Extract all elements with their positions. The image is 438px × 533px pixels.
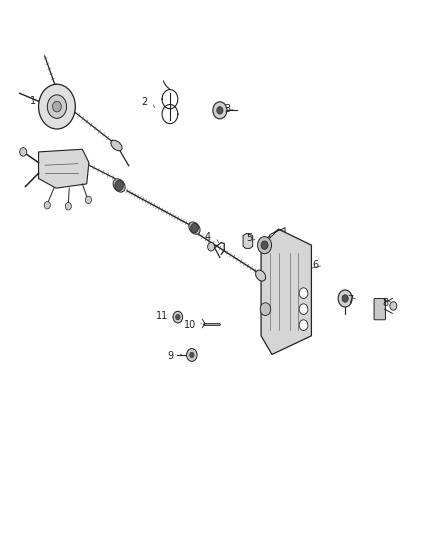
Circle shape — [47, 95, 67, 118]
Circle shape — [115, 180, 124, 191]
Text: 11: 11 — [156, 311, 168, 320]
Circle shape — [173, 311, 183, 323]
Circle shape — [258, 237, 272, 254]
Circle shape — [213, 102, 227, 119]
Circle shape — [176, 314, 180, 320]
Circle shape — [20, 148, 27, 156]
Ellipse shape — [256, 270, 265, 281]
Circle shape — [39, 84, 75, 129]
Circle shape — [190, 352, 194, 358]
Text: 3: 3 — [225, 104, 231, 114]
Text: 5: 5 — [247, 233, 253, 243]
Text: 2: 2 — [141, 98, 148, 107]
Circle shape — [299, 304, 308, 314]
Ellipse shape — [111, 140, 122, 151]
Circle shape — [299, 320, 308, 330]
Circle shape — [191, 223, 198, 233]
Text: 6: 6 — [312, 261, 318, 270]
Polygon shape — [270, 228, 285, 238]
Text: 1: 1 — [30, 96, 36, 106]
Circle shape — [338, 290, 352, 307]
Circle shape — [390, 302, 397, 310]
Circle shape — [217, 107, 223, 114]
Polygon shape — [39, 149, 89, 188]
Circle shape — [65, 203, 71, 210]
Ellipse shape — [113, 179, 125, 192]
Circle shape — [299, 288, 308, 298]
Text: 10: 10 — [184, 320, 197, 330]
Text: 7: 7 — [347, 295, 353, 304]
Circle shape — [85, 196, 92, 204]
Text: 4: 4 — [205, 232, 211, 242]
Ellipse shape — [189, 222, 200, 234]
Text: 9: 9 — [167, 351, 173, 361]
Circle shape — [44, 201, 50, 209]
Circle shape — [342, 295, 348, 302]
Circle shape — [261, 241, 268, 249]
Circle shape — [53, 101, 61, 112]
Polygon shape — [261, 229, 311, 354]
Text: 8: 8 — [382, 298, 389, 308]
FancyBboxPatch shape — [374, 298, 385, 320]
Circle shape — [208, 243, 215, 251]
Circle shape — [187, 349, 197, 361]
Polygon shape — [243, 233, 253, 248]
Circle shape — [260, 303, 271, 316]
